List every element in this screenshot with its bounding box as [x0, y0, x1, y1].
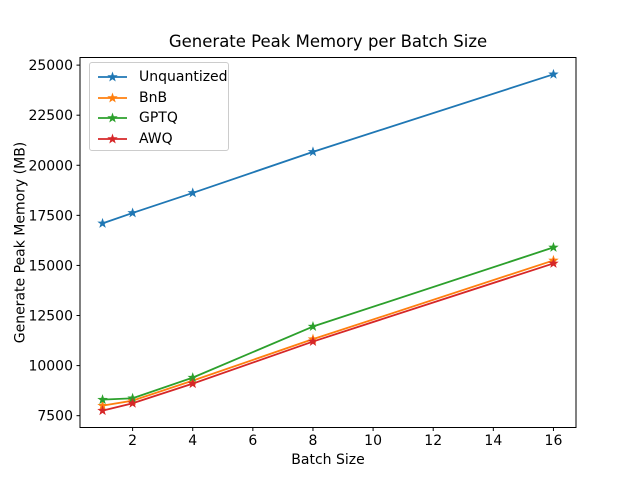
series-line-bnb [102, 259, 554, 407]
marker-unquantized [127, 207, 138, 218]
marker-awq [187, 378, 198, 389]
series-line-gptq [102, 246, 554, 401]
marker-unquantized [307, 146, 319, 157]
y-tick-label: 15000 [28, 258, 73, 274]
y-tick-label: 17500 [28, 208, 73, 224]
marker-awq [307, 336, 319, 347]
legend-label: GPTQ [139, 110, 178, 127]
x-tick-label: 16 [545, 433, 563, 449]
legend-sample-bnb [98, 92, 127, 103]
marker-gptq [548, 241, 559, 252]
x-tick-label: 8 [309, 433, 318, 449]
marker-unquantized [187, 187, 198, 198]
axes-box [79, 57, 577, 428]
y-tick-label: 10000 [28, 359, 73, 375]
x-tick-label: 6 [248, 433, 257, 449]
legend-sample-unquantized [98, 71, 127, 82]
marker-awq [548, 257, 559, 268]
legend-item-bnb: BnB [90, 88, 228, 109]
chart-title: Generate Peak Memory per Batch Size [168, 32, 488, 51]
x-tick-label: 4 [188, 433, 197, 449]
legend-marker-icon [107, 133, 118, 144]
y-tick-label: 25000 [28, 58, 73, 74]
marker-gptq [97, 394, 108, 405]
y-tick-label: 20000 [28, 158, 73, 174]
x-tick-label: 10 [364, 433, 382, 449]
legend-sample-gptq [98, 112, 127, 123]
x-tick-label: 14 [484, 433, 502, 449]
marker-gptq [187, 372, 198, 383]
y-axis-label: Generate Peak Memory (MB) [12, 141, 29, 344]
legend-item-gptq: GPTQ [90, 108, 228, 129]
legend-item-unquantized: Unquantized [90, 67, 228, 88]
legend-marker-icon [107, 92, 118, 103]
legend: Unquantized BnB GPTQ AWQ [89, 62, 229, 151]
marker-gptq [307, 321, 319, 331]
y-tick-label: 22500 [28, 108, 73, 124]
marker-unquantized [97, 217, 108, 228]
legend-marker-icon [107, 71, 118, 82]
x-axis-label: Batch Size [291, 452, 365, 468]
legend-item-awq: AWQ [90, 129, 228, 150]
marker-bnb [97, 400, 108, 411]
marker-awq [97, 405, 108, 416]
marker-awq [127, 397, 138, 408]
marker-unquantized [548, 68, 559, 79]
y-tick-label: 7500 [37, 409, 73, 425]
x-tick-label: 2 [128, 433, 137, 449]
legend-sample-awq [98, 133, 127, 144]
marker-gptq [127, 392, 138, 403]
legend-label: AWQ [139, 130, 173, 147]
legend-marker-icon [107, 112, 118, 123]
y-tick-label: 12500 [28, 309, 73, 325]
x-tick-label: 12 [424, 433, 442, 449]
legend-label: Unquantized [139, 69, 228, 86]
legend-label: BnB [139, 89, 168, 106]
